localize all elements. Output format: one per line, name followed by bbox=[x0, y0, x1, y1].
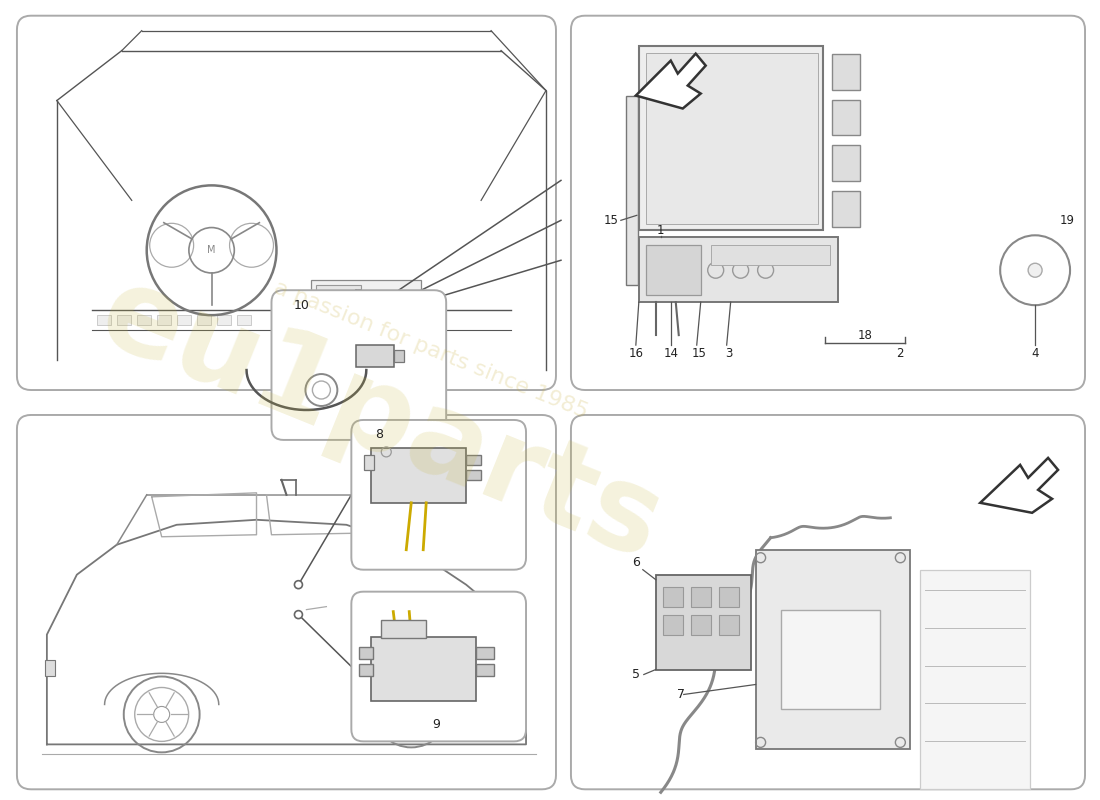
Text: 15: 15 bbox=[691, 346, 706, 359]
FancyBboxPatch shape bbox=[351, 420, 526, 570]
Bar bbox=[394, 350, 404, 362]
Bar bbox=[466, 470, 481, 480]
Text: 2: 2 bbox=[896, 346, 904, 359]
Circle shape bbox=[295, 581, 302, 589]
Bar bbox=[372, 637, 476, 702]
Bar bbox=[833, 99, 860, 135]
Bar bbox=[360, 663, 373, 675]
Bar bbox=[372, 448, 466, 503]
Bar bbox=[360, 646, 373, 658]
Bar bbox=[476, 663, 494, 675]
Polygon shape bbox=[980, 458, 1058, 513]
Bar bbox=[639, 46, 824, 230]
Bar bbox=[921, 570, 1030, 790]
Text: 5: 5 bbox=[631, 668, 640, 681]
FancyBboxPatch shape bbox=[16, 16, 556, 390]
Text: 1: 1 bbox=[657, 224, 664, 237]
Bar bbox=[756, 550, 911, 750]
Bar bbox=[626, 95, 638, 286]
Text: 19: 19 bbox=[1059, 214, 1075, 227]
Bar bbox=[136, 315, 151, 325]
Polygon shape bbox=[636, 54, 706, 109]
Bar bbox=[177, 315, 190, 325]
FancyBboxPatch shape bbox=[571, 16, 1085, 390]
Bar bbox=[646, 53, 817, 224]
Bar bbox=[691, 614, 711, 634]
Text: 3: 3 bbox=[725, 346, 733, 359]
Circle shape bbox=[1028, 263, 1042, 278]
Bar bbox=[466, 455, 481, 465]
Bar bbox=[236, 315, 251, 325]
Bar bbox=[663, 614, 683, 634]
Text: 9: 9 bbox=[432, 718, 440, 731]
Bar bbox=[45, 659, 55, 675]
Bar bbox=[691, 586, 711, 606]
Text: 8: 8 bbox=[375, 429, 383, 442]
FancyBboxPatch shape bbox=[272, 290, 447, 440]
Bar bbox=[711, 246, 830, 266]
Bar bbox=[639, 238, 838, 302]
Text: 18: 18 bbox=[858, 329, 873, 342]
Bar bbox=[217, 315, 231, 325]
Text: 15: 15 bbox=[604, 214, 618, 227]
Bar bbox=[718, 586, 738, 606]
Bar bbox=[646, 246, 701, 295]
Bar bbox=[311, 280, 421, 315]
Bar bbox=[197, 315, 210, 325]
Circle shape bbox=[295, 610, 302, 618]
Bar bbox=[656, 574, 750, 670]
Bar bbox=[718, 614, 738, 634]
Bar bbox=[356, 345, 394, 367]
Text: 16: 16 bbox=[628, 346, 643, 359]
Text: 14: 14 bbox=[663, 346, 679, 359]
FancyBboxPatch shape bbox=[16, 415, 556, 790]
FancyBboxPatch shape bbox=[571, 415, 1085, 790]
Bar bbox=[781, 610, 880, 710]
Bar bbox=[833, 146, 860, 182]
Text: 7: 7 bbox=[676, 688, 685, 701]
Text: 6: 6 bbox=[631, 556, 640, 570]
Bar bbox=[663, 586, 683, 606]
Bar bbox=[117, 315, 131, 325]
Bar bbox=[156, 315, 170, 325]
Bar bbox=[317, 286, 361, 310]
Bar bbox=[476, 646, 494, 658]
Bar bbox=[382, 620, 426, 638]
Text: M: M bbox=[207, 246, 216, 255]
Bar bbox=[833, 54, 860, 90]
Bar bbox=[364, 455, 374, 470]
Bar bbox=[833, 191, 860, 227]
Bar bbox=[97, 315, 111, 325]
FancyBboxPatch shape bbox=[351, 592, 526, 742]
Text: 4: 4 bbox=[1032, 346, 1038, 359]
Text: 10: 10 bbox=[294, 298, 309, 312]
Text: eu1parts: eu1parts bbox=[84, 255, 679, 585]
Text: a passion for parts since 1985: a passion for parts since 1985 bbox=[272, 278, 591, 422]
